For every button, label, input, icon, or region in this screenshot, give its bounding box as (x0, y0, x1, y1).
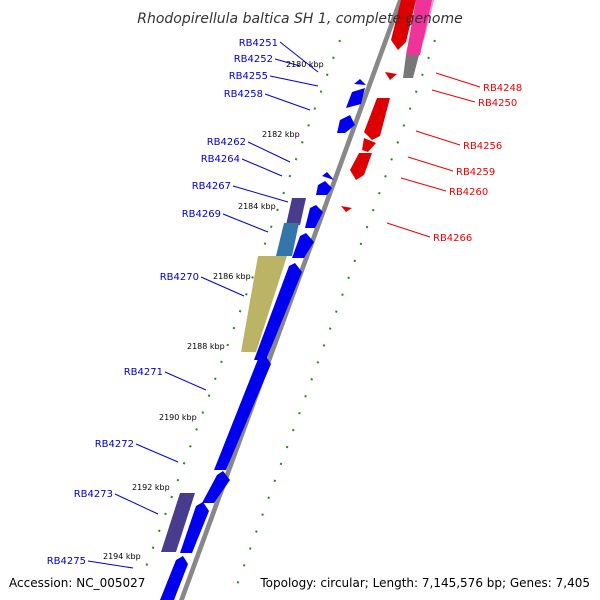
forward-genes (160, 79, 366, 600)
gene-shape-rb4264 (316, 181, 332, 195)
gene-label-rb4271[interactable]: RB4271 (124, 367, 163, 378)
gene-shape-rb4260 (350, 153, 372, 180)
gene-block-rb4273-purple (161, 493, 195, 552)
gene-shape-rb4271 (214, 355, 271, 470)
gene-shape-rb4270 (254, 263, 302, 360)
gene-label-rb4251[interactable]: RB4251 (239, 38, 278, 49)
gene-label-rb4259[interactable]: RB4259 (456, 167, 495, 178)
scale-label-2188: 2188 kbp (187, 342, 225, 351)
gene-label-rb4266[interactable]: RB4266 (433, 233, 472, 244)
genome-backbone (179, 0, 403, 600)
gene-label-rb4269[interactable]: RB4269 (182, 209, 221, 220)
gene-block-rb4270-olive (241, 256, 287, 352)
scale-label-2194: 2194 kbp (103, 552, 141, 561)
gene-label-rb4260[interactable]: RB4260 (449, 187, 488, 198)
reverse-genes (341, 0, 416, 212)
gene-label-rb4252[interactable]: RB4252 (234, 54, 273, 65)
gene-shape-rb4250 (385, 72, 397, 80)
gene-label-rb4250[interactable]: RB4250 (478, 98, 517, 109)
scale-label-2184: 2184 kbp (238, 202, 276, 211)
accession-text: Accession: NC_005027 (9, 576, 145, 590)
gene-label-rb4255[interactable]: RB4255 (229, 71, 268, 82)
gene-shape-rb4273 (180, 502, 209, 553)
gene-label-rb4262[interactable]: RB4262 (207, 137, 246, 148)
gene-shape-rb4269 (292, 233, 314, 258)
scale-track-left (142, 39, 341, 576)
gene-shape-rb4248 (391, 0, 416, 50)
gene-shape-rb4256 (364, 98, 390, 140)
gene-shape-rb4255 (346, 88, 365, 108)
gene-label-rb4264[interactable]: RB4264 (201, 154, 240, 165)
scale-label-2186: 2186 kbp (213, 272, 251, 281)
map-title: Rhodopirellula baltica SH 1, complete ge… (137, 11, 463, 27)
gene-label-rb4248[interactable]: RB4248 (483, 83, 522, 94)
gene-label-rb4272[interactable]: RB4272 (95, 439, 134, 450)
forward-leaders (87, 41, 319, 569)
gene-shape-rb4259 (362, 138, 376, 152)
scale-label-2190: 2190 kbp (159, 413, 197, 422)
gene-label-rb4256[interactable]: RB4256 (463, 141, 502, 152)
reverse-gene-labels: RB4248 RB4250 RB4256 RB4259 RB4260 RB426… (433, 83, 522, 244)
scale-label-2180: 2180 kbp (286, 60, 324, 69)
gene-shape-rb4266 (341, 206, 352, 212)
scale-labels: 2180 kbp 2182 kbp 2184 kbp 2186 kbp 2188… (103, 60, 324, 561)
reverse-leaders (386, 72, 481, 238)
gene-shape-rb4272 (202, 471, 230, 503)
gene-label-rb4273[interactable]: RB4273 (74, 489, 113, 500)
gene-label-rb4270[interactable]: RB4270 (160, 272, 199, 283)
gene-shape-rb4262 (322, 172, 334, 180)
gene-label-rb4267[interactable]: RB4267 (192, 181, 231, 192)
topology-text: Topology: circular; Length: 7,145,576 bp… (259, 576, 590, 590)
gene-shape-rb4275 (160, 556, 188, 600)
scale-label-2182: 2182 kbp (262, 130, 300, 139)
gene-block-rb4248-pink (406, 0, 432, 55)
gene-label-rb4275[interactable]: RB4275 (47, 556, 86, 567)
gene-block-rb4269-teal (276, 223, 299, 256)
scale-track-right (236, 39, 436, 586)
gene-block-rb4248-gray (403, 55, 419, 78)
scale-label-2192: 2192 kbp (132, 483, 170, 492)
gene-shape-rb4251-arrow (354, 79, 366, 85)
forward-gene-labels: RB4251 RB4252 RB4255 RB4258 RB4262 RB426… (47, 38, 278, 567)
gene-shape-rb4258 (337, 115, 355, 133)
gene-label-rb4258[interactable]: RB4258 (224, 89, 263, 100)
gene-shape-rb4267 (305, 205, 323, 228)
gene-block-rb4267-purple (286, 198, 306, 225)
